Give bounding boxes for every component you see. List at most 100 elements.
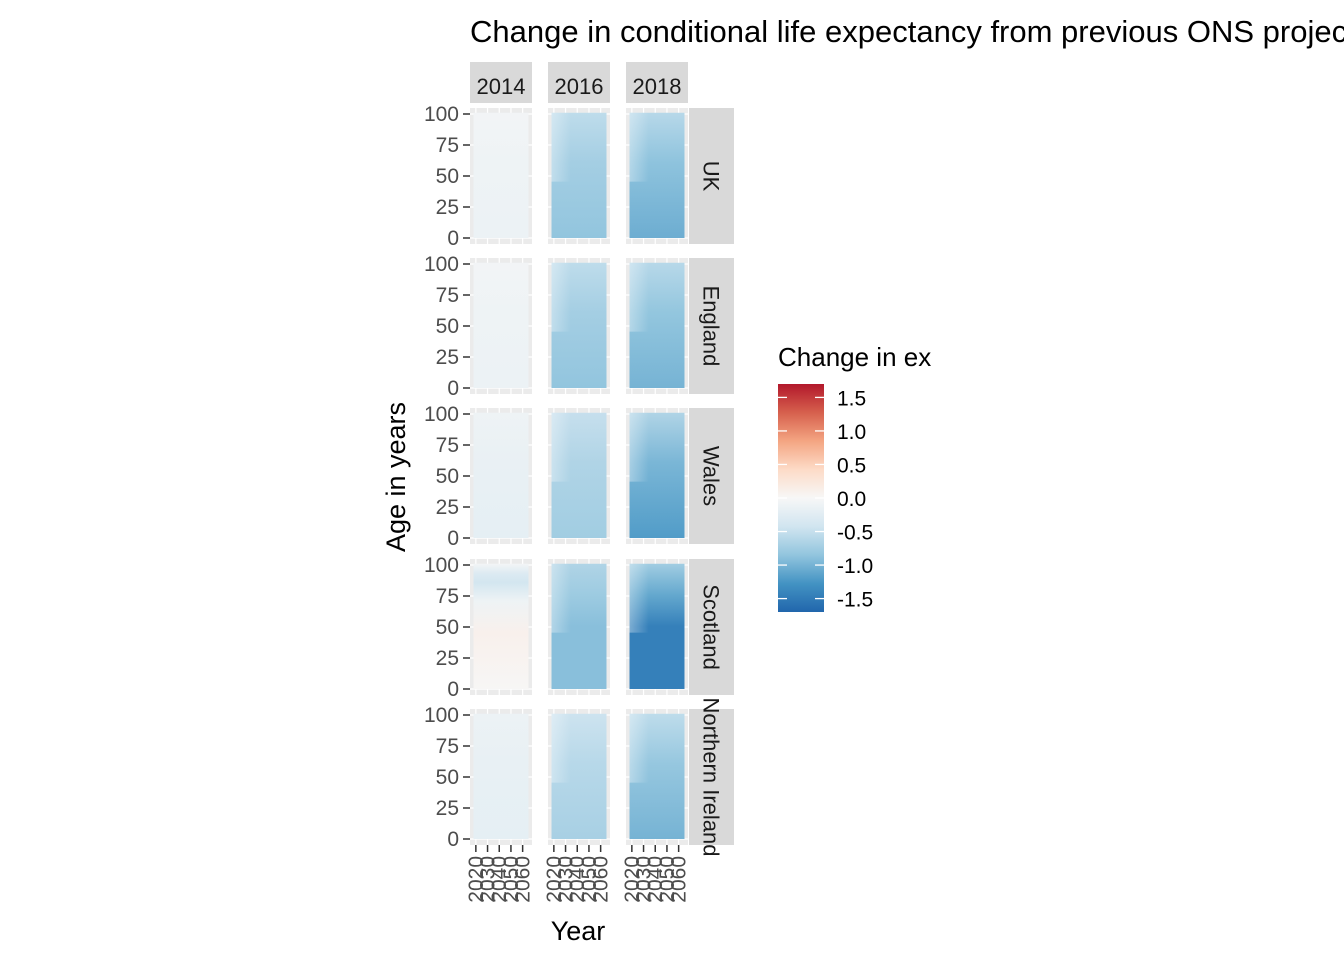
heatmap-block: [473, 412, 529, 538]
legend: Change in ex 1.5 1.0 0.5 0.0 -0.5 -1.0 -1.5: [778, 342, 931, 612]
panel-scotland-2018: [626, 559, 688, 695]
row-strip-1: [689, 258, 734, 394]
x-tick-label: 2020: [621, 856, 644, 903]
heatmap-shading: [629, 713, 685, 783]
x-tick-label: 2030: [477, 856, 500, 903]
heatmap-shading: [551, 112, 607, 182]
legend-tick-label: -1.5: [837, 589, 873, 612]
heatmap-block: [473, 112, 529, 238]
column-strip-label: 2018: [633, 74, 682, 99]
legend-tick-label: -1.0: [837, 555, 873, 578]
y-tick-label: 25: [436, 196, 459, 219]
column-strip-2014: [470, 62, 532, 103]
y-tick-label: 100: [424, 403, 459, 426]
panel-england-2014: [470, 258, 532, 394]
heatmap-shading: [629, 262, 685, 332]
panel-wales-2016: [548, 408, 610, 544]
y-tick-label: 50: [436, 165, 459, 188]
row-strip-label: England: [699, 286, 724, 367]
legend-tick-label: 1.0: [837, 421, 866, 444]
panel-scotland-2014: [470, 559, 532, 695]
panel-england-2018: [626, 258, 688, 394]
y-tick-label: 25: [436, 496, 459, 519]
y-tick-label: 100: [424, 704, 459, 727]
heatmap-shading: [551, 713, 607, 783]
x-tick-label: 2060: [668, 856, 691, 903]
x-tick-label: 2040: [488, 856, 511, 903]
column-strips: 2014 2016 2018: [470, 62, 688, 103]
column-strip-label: 2014: [477, 74, 526, 99]
chart-title: Change in conditional life expectancy fr…: [470, 14, 1344, 49]
column-strip-label: 2016: [555, 74, 604, 99]
row-strip-2: [689, 408, 734, 544]
heatmap-shading: [629, 412, 685, 482]
panel-uk-2016: [548, 108, 610, 244]
y-tick-label: 0: [447, 828, 459, 851]
legend-title: Change in ex: [778, 342, 931, 372]
heatmap-block: [473, 713, 529, 839]
y-tick-label: 50: [436, 766, 459, 789]
y-tick-label: 75: [436, 134, 459, 157]
x-tick-label: 2050: [578, 856, 601, 903]
row-strip-label: Northern Ireland: [699, 698, 724, 857]
panel-wales-2018: [626, 408, 688, 544]
heatmap-block: [473, 262, 529, 388]
heatmap-shading: [551, 563, 607, 633]
x-tick-label: 2020: [465, 856, 488, 903]
y-tick-label: 50: [436, 465, 459, 488]
column-strip-2016: [548, 62, 610, 103]
y-tick-label: 25: [436, 647, 459, 670]
legend-tick-label: -0.5: [837, 522, 873, 545]
y-tick-label: 25: [436, 346, 459, 369]
row-strip-label: Scotland: [699, 584, 724, 670]
heatmap-block: [473, 563, 529, 689]
panel-uk-2018: [626, 108, 688, 244]
row-strips: UK England Wales Scotland Northern Ireland: [689, 108, 734, 856]
legend-tick-label: 1.5: [837, 387, 866, 410]
panel-wales-2014: [470, 408, 532, 544]
x-tick-label: 2050: [656, 856, 679, 903]
row-strip-4: [689, 709, 734, 845]
x-axis-title: Year: [551, 916, 606, 946]
y-tick-label: 25: [436, 797, 459, 820]
row-strip-0: [689, 108, 734, 244]
y-axes: 0 25 50 75 100 0 25 50 75 100 0 25 50 75 100 0 25 50 75 100…: [424, 103, 470, 851]
column-strip-2018: [626, 62, 688, 103]
y-tick-label: 100: [424, 554, 459, 577]
y-tick-label: 0: [447, 227, 459, 250]
y-tick-label: 0: [447, 527, 459, 550]
legend-tick-label: 0.5: [837, 454, 866, 477]
x-tick-label: 2030: [633, 856, 656, 903]
y-tick-label: 75: [436, 735, 459, 758]
y-tick-label: 100: [424, 253, 459, 276]
heatmap-shading: [629, 112, 685, 182]
x-tick-label: 2020: [543, 856, 566, 903]
panel-northern-ireland-2016: [548, 709, 610, 845]
y-tick-label: 100: [424, 103, 459, 126]
y-tick-label: 0: [447, 678, 459, 701]
y-tick-label: 0: [447, 377, 459, 400]
x-tick-label: 2040: [566, 856, 589, 903]
row-strip-label: Wales: [699, 446, 724, 506]
y-tick-label: 75: [436, 434, 459, 457]
y-tick-label: 75: [436, 284, 459, 307]
heatmap-shading: [551, 412, 607, 482]
y-tick-label: 50: [436, 315, 459, 338]
row-strip-label: UK: [699, 161, 724, 192]
legend-tick-label: 0.0: [837, 488, 866, 511]
row-strip-3: [689, 559, 734, 695]
panel-scotland-2016: [548, 559, 610, 695]
panel-england-2016: [548, 258, 610, 394]
panel-uk-2014: [470, 108, 532, 244]
y-tick-label: 75: [436, 585, 459, 608]
x-tick-label: 2040: [644, 856, 667, 903]
x-tick-label: 2060: [590, 856, 613, 903]
panel-northern-ireland-2014: [470, 709, 532, 845]
y-tick-label: 50: [436, 616, 459, 639]
panel-northern-ireland-2018: [626, 709, 688, 845]
x-tick-label: 2030: [555, 856, 578, 903]
heatmap-shading: [551, 262, 607, 332]
x-tick-label: 2060: [512, 856, 535, 903]
